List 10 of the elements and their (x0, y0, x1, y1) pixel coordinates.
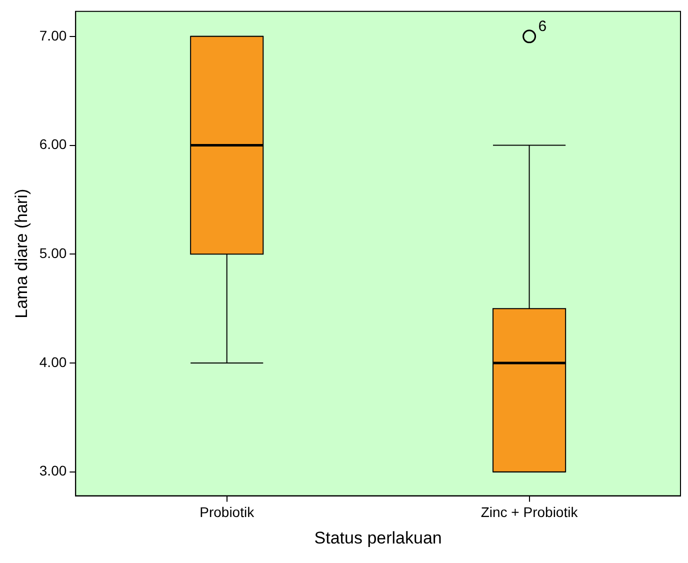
x-tick-label: Zinc + Probiotik (480, 504, 579, 520)
y-tick-label: 7.00 (39, 27, 67, 44)
y-tick-label: 4.00 (39, 354, 67, 370)
y-tick-label: 5.00 (39, 245, 67, 262)
y-tick-label: 3.00 (39, 462, 67, 479)
y-axis-title: Lama diare (hari) (12, 188, 31, 318)
x-tick-label: Probiotik (200, 504, 256, 520)
y-tick-label: 6.00 (39, 136, 67, 152)
x-axis-title: Status perlakuan (314, 528, 442, 548)
annotation: 6 (538, 18, 547, 36)
